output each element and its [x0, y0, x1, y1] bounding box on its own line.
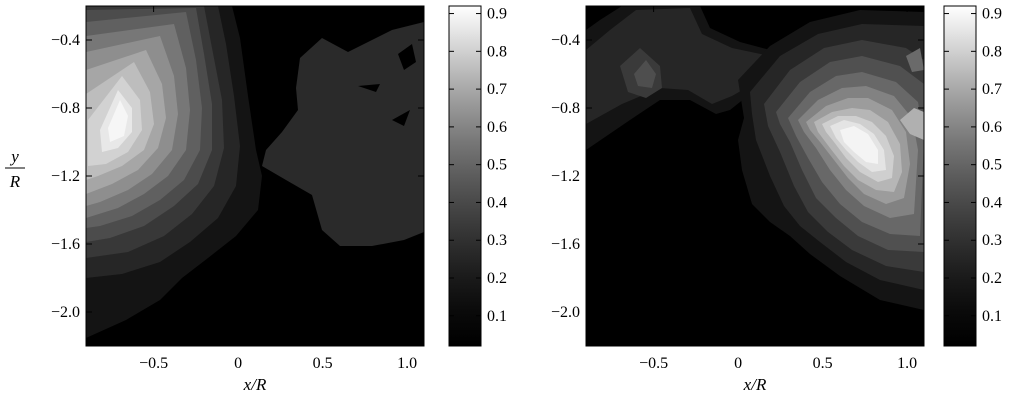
right-axis-ticks: −0.5 0 0.5 1.0 −0.4 −0.8 −1.2 −1.6 −2.0	[551, 6, 924, 372]
left-xtick-label: −0.5	[139, 355, 168, 372]
left-yaxis-label-numerator: y	[9, 147, 19, 166]
right-xtick-label: 1.0	[897, 355, 917, 372]
right-colorbar-tick-label: 0.7	[982, 81, 1002, 98]
right-colorbar-tick-label: 0.6	[982, 119, 1002, 136]
left-xtick-label: 1.0	[397, 355, 417, 372]
left-colorbar-tick-label: 0.7	[487, 81, 507, 98]
left-ytick-label: −0.4	[51, 32, 80, 49]
left-colorbar-tick-label: 0.1	[487, 308, 507, 325]
right-xtick-label: 0	[734, 355, 742, 372]
right-contour-field	[586, 6, 924, 346]
right-xtick-label: −0.5	[639, 355, 668, 372]
left-xtick-label: 0.5	[313, 355, 333, 372]
left-colorbar-tick-label: 0.8	[487, 43, 507, 60]
right-panel: −0.5 0 0.5 1.0−0.4−0.8−1.2−1.6−2.0 x/R 0.10…	[551, 5, 1002, 394]
left-xtick-label: 0	[234, 355, 242, 372]
right-colorbar	[943, 5, 977, 347]
right-ytick-label: −0.4	[551, 32, 580, 49]
left-colorbar-tick-label: 0.2	[487, 270, 507, 287]
left-ytick-label: −1.2	[51, 168, 80, 185]
left-colorbar-tick-label: 0.6	[487, 119, 507, 136]
right-ytick-label: −1.2	[551, 168, 580, 185]
left-colorbar-ticks: 0.1 0.2 0.3 0.4 0.5 0.6 0.7 0.8 0.9	[449, 6, 507, 325]
right-colorbar-tick-label: 0.1	[982, 308, 1002, 325]
right-ytick-label: −0.8	[551, 100, 580, 117]
left-contour-field	[86, 6, 424, 346]
left-colorbar-tick-label: 0.9	[487, 6, 507, 23]
right-xaxis-label: x/R	[743, 375, 767, 394]
right-ytick-label: −1.6	[551, 236, 580, 253]
right-colorbar-tick-label: 0.8	[982, 43, 1002, 60]
right-colorbar-tick-label: 0.4	[982, 194, 1002, 211]
left-colorbar-tick-label: 0.3	[487, 232, 507, 249]
left-axis-ticks: −0.5 0 0.5 1.0 −0.4 −0.8 −1.2 −1.6 −2.0	[51, 6, 424, 372]
left-colorbar-tick-label: 0.5	[487, 157, 507, 174]
right-colorbar-tick-label: 0.2	[982, 270, 1002, 287]
right-ytick-label: −2.0	[551, 304, 580, 321]
left-yaxis-label: y R	[5, 147, 25, 191]
left-colorbar	[448, 5, 482, 347]
left-yaxis-label-denominator: R	[9, 172, 21, 191]
left-ytick-label: −0.8	[51, 100, 80, 117]
left-ytick-label: −1.6	[51, 236, 80, 253]
left-panel: −0.5 0 0.5 1.0−0.4−0.8−1.2−1.6−2.0 x/R y R …	[5, 5, 507, 394]
left-xaxis-label: x/R	[243, 375, 267, 394]
right-colorbar-tick-label: 0.9	[982, 6, 1002, 23]
left-ytick-label: −2.0	[51, 304, 80, 321]
right-colorbar-tick-label: 0.3	[982, 232, 1002, 249]
right-colorbar-ticks: 0.1 0.2 0.3 0.4 0.5 0.6 0.7 0.8 0.9	[944, 6, 1002, 325]
left-colorbar-tick-label: 0.4	[487, 194, 507, 211]
right-colorbar-tick-label: 0.5	[982, 157, 1002, 174]
right-xtick-label: 0.5	[813, 355, 833, 372]
